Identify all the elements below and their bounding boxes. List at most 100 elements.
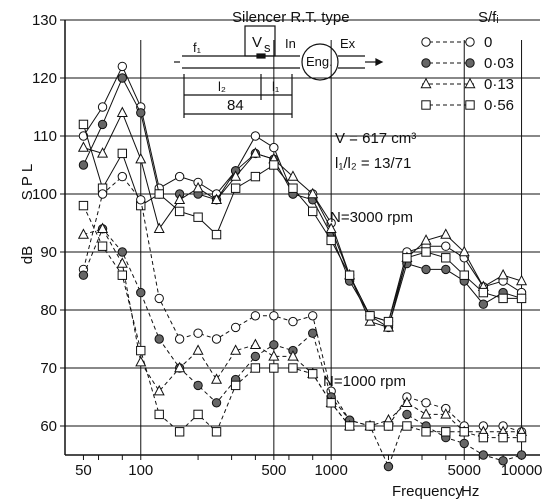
inset-l2: l₂	[218, 79, 226, 94]
legend-title: S/fᵢ	[478, 9, 499, 26]
data-point-0-5	[174, 171, 185, 182]
legend-marker-start-3	[421, 100, 431, 110]
data-point-4-4	[154, 293, 164, 304]
data-point-2-1	[97, 147, 109, 158]
data-point-2-8	[230, 170, 242, 181]
inset-ex: Ex	[340, 36, 356, 51]
chart-title: Silencer R.T. type	[232, 9, 350, 26]
data-point-4-9	[250, 311, 261, 321]
data-point-0-9	[250, 131, 261, 141]
data-point-4-10	[269, 311, 279, 321]
data-point-5-10	[269, 340, 279, 350]
rpm-1000-label: N=1000 rpm	[323, 373, 406, 390]
data-point-3-13	[326, 235, 336, 246]
series-line-1	[82, 76, 522, 329]
data-point-2-6	[192, 181, 204, 193]
data-point-6-11	[287, 350, 299, 361]
data-point-6-2	[116, 257, 128, 268]
data-point-0-19	[441, 241, 451, 251]
data-point-3-14	[344, 270, 355, 280]
data-point-3-20	[459, 270, 469, 280]
inset-l1: l₁	[272, 79, 280, 94]
data-point-7-6	[193, 409, 203, 420]
axes	[60, 19, 540, 460]
data-point-7-7	[211, 427, 222, 437]
data-point-5-16	[383, 461, 394, 472]
data-point-3-10	[269, 160, 279, 170]
data-point-2-18	[420, 234, 432, 245]
length-ratio-annotation: l₁/l₂ = 13/71	[335, 155, 411, 172]
rpm-3000-label: N=3000 rpm	[330, 209, 413, 226]
data-point-3-22	[498, 293, 508, 304]
data-point-6-10	[268, 350, 280, 361]
legend-marker-start-0	[421, 37, 431, 47]
data-point-3-9	[250, 171, 261, 182]
data-point-7-4	[154, 409, 164, 420]
x-axis-label: Frequency	[392, 483, 463, 500]
data-point-4-6	[193, 328, 203, 338]
data-point-1-1	[97, 119, 108, 130]
data-point-5-7	[211, 398, 222, 408]
data-point-5-6	[193, 380, 203, 391]
data-point-7-5	[174, 427, 185, 437]
y-tick-labels: 60 70 80 90 100 110 120 130	[32, 12, 57, 435]
data-point-3-15	[365, 311, 375, 321]
data-point-2-13	[325, 222, 337, 233]
legend-item-1: 0·03	[421, 55, 514, 72]
data-point-7-19	[441, 427, 451, 437]
series-layer	[77, 61, 528, 472]
data-point-2-2	[116, 106, 128, 117]
x-axis-unit: Hz	[461, 483, 479, 500]
data-point-0-0	[78, 131, 89, 141]
legend-label-2: 0·13	[484, 76, 514, 93]
data-point-4-3	[136, 195, 146, 205]
data-point-1-0	[78, 160, 89, 170]
inset-f1: f₁	[193, 40, 202, 55]
data-point-3-0	[78, 119, 89, 130]
inset-in: In	[285, 36, 296, 51]
data-point-5-9	[250, 351, 261, 362]
x-tick-label-1000: 1000	[314, 462, 347, 479]
data-point-3-17	[402, 253, 412, 263]
data-point-5-17	[402, 409, 412, 420]
series-line-4	[82, 175, 522, 433]
data-point-2-23	[516, 274, 528, 286]
y-tick-label-90: 90	[40, 244, 57, 261]
data-point-2-16	[382, 321, 395, 332]
data-point-6-0	[77, 228, 89, 239]
data-point-7-2	[117, 270, 128, 280]
data-point-5-4	[154, 334, 164, 344]
data-point-7-18	[421, 427, 431, 437]
y-tick-label-110: 110	[33, 128, 57, 145]
data-point-3-11	[288, 183, 298, 193]
data-point-3-21	[478, 287, 489, 298]
exhaust-arrow-head	[375, 58, 384, 66]
y-tick-label-130: 130	[32, 12, 57, 29]
data-point-2-11	[287, 170, 299, 181]
data-point-6-18	[420, 408, 432, 419]
x-tick-label-10000: 10000	[501, 462, 543, 479]
data-point-2-0	[77, 141, 89, 152]
data-point-1-18	[421, 264, 431, 275]
data-point-1-3	[136, 108, 146, 118]
data-point-4-5	[174, 334, 185, 344]
data-point-4-12	[308, 311, 318, 321]
data-point-6-19	[440, 408, 452, 419]
data-point-6-6	[192, 344, 204, 355]
data-point-3-6	[193, 212, 203, 222]
legend-label-0: 0	[484, 34, 492, 51]
series-line-3	[82, 124, 522, 323]
data-point-6-17	[401, 396, 413, 407]
data-point-3-19	[441, 253, 451, 263]
engine-outline	[301, 43, 339, 81]
data-point-3-8	[230, 183, 241, 193]
series-4	[78, 171, 527, 437]
legend-marker-end-2	[464, 77, 476, 89]
inset-eng: Eng.	[306, 54, 333, 69]
series-line-7	[82, 205, 522, 439]
y-tick-label-100: 100	[32, 186, 57, 203]
data-point-1-19	[441, 264, 451, 275]
data-point-2-22	[497, 268, 509, 280]
data-point-2-3	[135, 152, 147, 164]
